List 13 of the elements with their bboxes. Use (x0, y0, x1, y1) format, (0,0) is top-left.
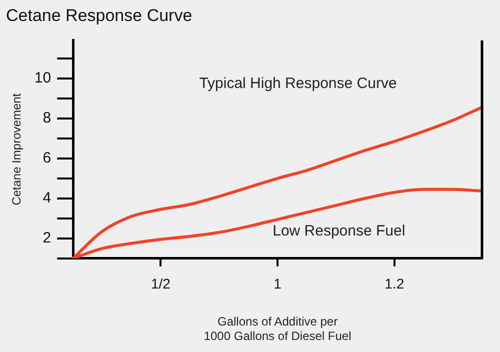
chart-title: Cetane Response Curve (6, 6, 192, 25)
annotation: Typical High Response Curve (199, 75, 397, 92)
y-tick-label: 8 (42, 110, 52, 127)
y-tick-label: 4 (42, 190, 52, 207)
x-tick-label: 1/2 (150, 276, 171, 292)
y-tick-label: 2 (42, 230, 52, 247)
y-axis-title: Cetane Improvement (10, 92, 24, 206)
x-axis-title: Gallons of Additive per 1000 Gallons of Diesel Fuel (204, 314, 352, 344)
x-tick-label: 1.2 (384, 276, 404, 292)
y-tick-label: 10 (34, 70, 52, 87)
x-tick-label: 1 (274, 276, 282, 292)
annotation: Low Response Fuel (272, 222, 406, 240)
y-tick-label: 6 (42, 150, 52, 167)
